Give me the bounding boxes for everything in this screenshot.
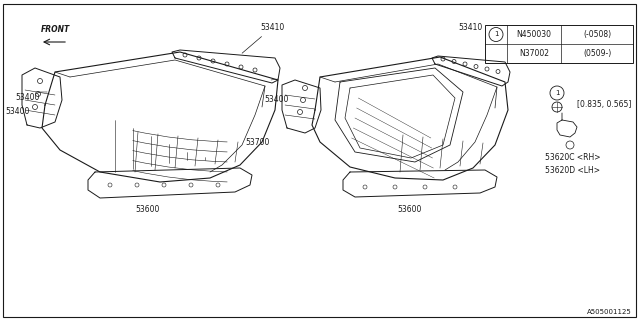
Text: 53600: 53600 — [398, 205, 422, 214]
Text: 1: 1 — [493, 31, 499, 37]
Text: 53410: 53410 — [242, 23, 284, 53]
Text: 53410: 53410 — [458, 23, 482, 32]
Text: 53600: 53600 — [136, 205, 160, 214]
Text: 53400: 53400 — [6, 107, 30, 116]
Text: 53620D <LH>: 53620D <LH> — [545, 166, 600, 175]
Text: N37002: N37002 — [519, 49, 549, 58]
Text: 53400: 53400 — [265, 95, 289, 104]
Text: A505001125: A505001125 — [588, 309, 632, 315]
Text: 53620C <RH>: 53620C <RH> — [545, 153, 600, 162]
Text: 1: 1 — [555, 90, 559, 96]
Text: [0.835, 0.565]: [0.835, 0.565] — [577, 100, 632, 109]
Text: N450030: N450030 — [516, 30, 552, 39]
Text: (0509-): (0509-) — [583, 49, 611, 58]
Text: 53700: 53700 — [245, 138, 269, 147]
Text: 53400: 53400 — [16, 92, 40, 101]
Text: FRONT: FRONT — [40, 25, 70, 34]
Bar — [485, 25, 633, 63]
Text: (-0508): (-0508) — [583, 30, 611, 39]
